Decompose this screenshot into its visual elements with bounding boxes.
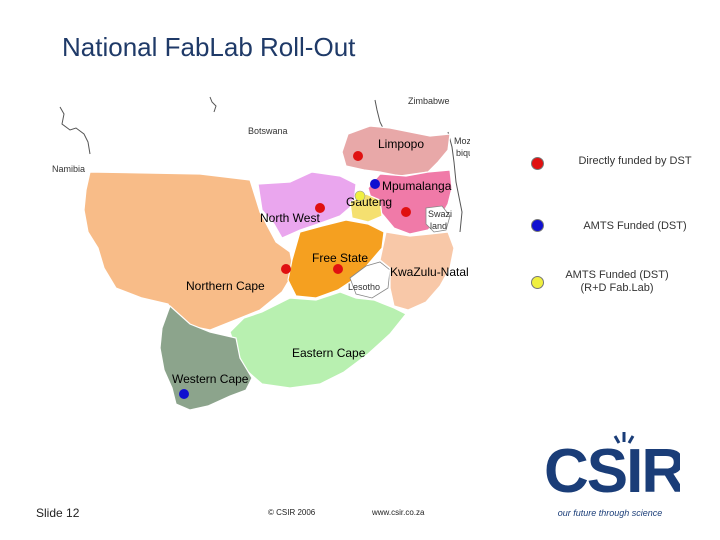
swaziland-region [425,205,451,233]
fablab-marker-northern-cape [281,264,291,274]
botswana-label: Botswana [248,126,288,136]
mozambique-label-2: bique [456,148,470,158]
mozambique-label-1: Mozam [454,136,470,146]
western-cape-region [159,304,253,411]
swaziland-label-1: Swazi [428,209,452,219]
south-africa-map: Zimbabwe Botswana Mozam bique Namibia Sw… [52,96,470,411]
mpumalanga-label: Mpumalanga [382,179,452,193]
fablab-marker-mpumalanga [370,179,380,189]
zimbabwe-label: Zimbabwe [408,96,450,106]
slide-title: National FabLab Roll-Out [62,32,356,62]
namibia-label: Namibia [52,164,85,174]
eastern-cape-label: Eastern Cape [292,346,366,360]
legend-label-amts: AMTS Funded (DST) [583,220,687,232]
kwazulu-natal-region [379,231,455,311]
lesotho-label: Lesotho [348,282,380,292]
north-west-region [257,171,357,239]
logo-spark-3 [627,435,635,444]
northern-cape-region [83,171,295,331]
gauteng-label: Gauteng [346,195,392,209]
fablab-marker-gauteng [354,190,366,202]
north-west-label: North West [260,211,320,225]
limpopo-region [341,125,451,177]
fablab-marker-pretoria [401,207,411,217]
namibia-border [59,106,91,155]
csir-tagline: our future through science [558,508,663,518]
swaziland-label-2: land [430,221,447,231]
website-link[interactable]: www.csir.co.za [372,508,425,517]
northern-cape-label: Northern Cape [186,279,265,293]
csir-logo: CSIR our future through science [544,432,680,518]
limpopo-label: Limpopo [378,137,424,151]
gauteng-region [349,193,383,223]
legend-label-direct: Directly funded by DST [578,155,692,167]
copyright-notice: © CSIR 2006 [268,508,316,517]
botswana-border [209,96,217,113]
lesotho-region [349,261,391,299]
fablab-marker-limpopo [353,151,363,161]
legend-dot-amts-rd [531,276,544,289]
legend-label-amts-rd: AMTS Funded (DST) (R+D Fab.Lab) [565,269,669,294]
fablab-marker-western-cape [179,389,189,399]
fablab-marker-north-west [315,203,325,213]
kwazulu-natal-label: KwaZulu-Natal [390,265,469,279]
mozambique-border [447,131,463,233]
slide-number: Slide 12 [36,506,80,520]
western-cape-label: Western Cape [172,372,249,386]
csir-logo-text: CSIR [544,437,680,506]
free-state-label: Free State [312,251,368,265]
legend-dot-direct [531,157,544,170]
fablab-marker-free-state [333,264,343,274]
logo-spark-2 [613,435,621,444]
legend-dot-amts [531,219,544,232]
